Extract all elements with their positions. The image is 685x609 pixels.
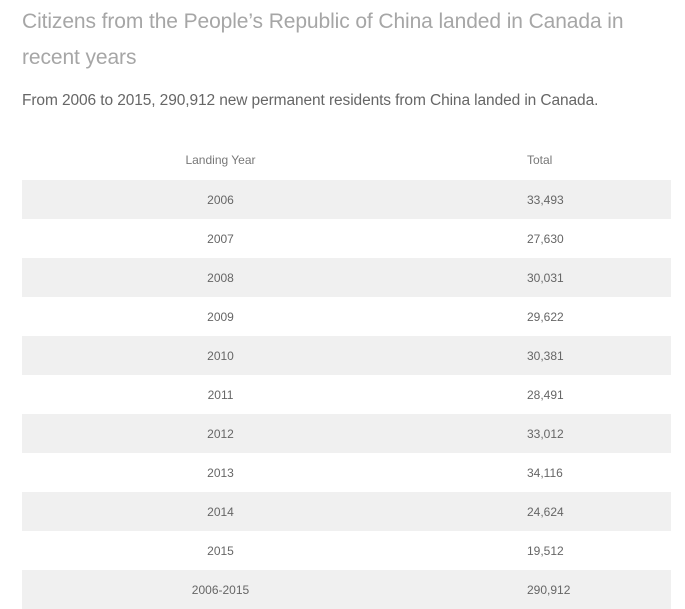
page-subtitle: From 2006 to 2015, 290,912 new permanent… xyxy=(22,92,599,109)
total-cell: 28,491 xyxy=(527,387,564,402)
landing-year-cell: 2011 xyxy=(207,387,234,402)
table-row: 2011 28,491 xyxy=(22,375,671,414)
total-cell: 33,012 xyxy=(527,426,564,441)
table-header-row: Landing Year Total xyxy=(22,140,671,180)
landing-year-cell: 2006 xyxy=(207,192,234,207)
table-row: 2010 30,381 xyxy=(22,336,671,375)
landing-table: Landing Year Total 2006 33,493 2007 27,6… xyxy=(22,140,671,609)
table-row: 2014 24,624 xyxy=(22,492,671,531)
table-row: 2009 29,622 xyxy=(22,297,671,336)
table-row: 2015 19,512 xyxy=(22,531,671,570)
table-total-row: 2006-2015 290,912 xyxy=(22,570,671,609)
total-cell: 290,912 xyxy=(527,582,571,597)
total-cell: 27,630 xyxy=(527,231,564,246)
landing-year-cell: 2010 xyxy=(207,348,234,363)
total-cell: 33,493 xyxy=(527,192,564,207)
total-cell: 30,031 xyxy=(527,270,564,285)
column-header-total: Total xyxy=(527,153,553,167)
landing-year-cell: 2012 xyxy=(207,426,234,441)
table-row: 2007 27,630 xyxy=(22,219,671,258)
page-title: Citizens from the People’s Republic of C… xyxy=(22,10,624,69)
table-row: 2006 33,493 xyxy=(22,180,671,219)
table-row: 2012 33,012 xyxy=(22,414,671,453)
landing-year-cell: 2013 xyxy=(207,465,234,480)
total-cell: 29,622 xyxy=(527,309,564,324)
column-header-landing-year: Landing Year xyxy=(185,153,256,167)
landing-year-cell: 2006-2015 xyxy=(191,582,250,597)
table-row: 2008 30,031 xyxy=(22,258,671,297)
total-cell: 30,381 xyxy=(527,348,564,363)
total-cell: 24,624 xyxy=(527,504,564,519)
landing-year-cell: 2014 xyxy=(207,504,234,519)
landing-year-cell: 2009 xyxy=(207,309,234,324)
landing-year-cell: 2015 xyxy=(207,543,234,558)
landing-year-cell: 2008 xyxy=(207,270,234,285)
table-row: 2013 34,116 xyxy=(22,453,671,492)
total-cell: 19,512 xyxy=(527,543,564,558)
landing-year-cell: 2007 xyxy=(207,231,234,246)
total-cell: 34,116 xyxy=(527,465,563,480)
